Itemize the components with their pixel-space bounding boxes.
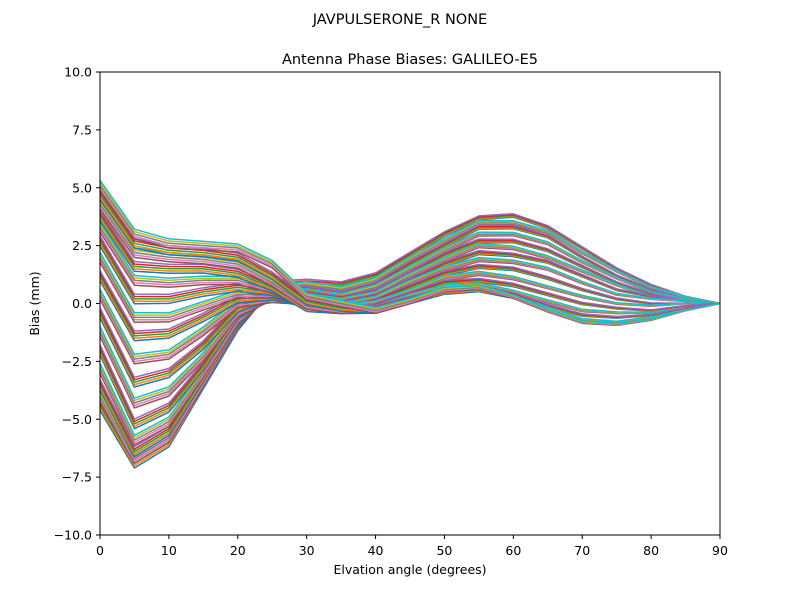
series-line — [99, 249, 721, 379]
y-tick-label: 7.5 — [72, 122, 92, 137]
y-tick-label: 2.5 — [72, 238, 92, 253]
y-tick-label: −5.0 — [62, 412, 92, 427]
y-axis-ticks: −10.0 −7.5 −5.0 −2.5 0.0 2.5 5.0 7.5 10.0 — [54, 65, 100, 543]
series-line — [99, 179, 721, 325]
x-tick-label: 10 — [161, 543, 177, 558]
series-line — [99, 221, 721, 313]
x-tick-label: 30 — [299, 543, 315, 558]
x-tick-label: 40 — [368, 543, 384, 558]
series-line — [99, 235, 721, 311]
x-tick-label: 0 — [96, 543, 104, 558]
x-tick-label: 20 — [230, 543, 246, 558]
x-tick-label: 50 — [436, 543, 452, 558]
y-axis-label: Bias (mm) — [27, 271, 42, 335]
y-tick-label: −10.0 — [54, 528, 92, 543]
chart-title: Antenna Phase Biases: GALILEO-E5 — [282, 52, 538, 68]
x-tick-label: 90 — [712, 543, 728, 558]
y-tick-label: −7.5 — [62, 470, 92, 485]
x-tick-label: 80 — [643, 543, 659, 558]
plot-lines — [99, 179, 721, 469]
series-line — [99, 251, 721, 314]
figure-suptitle: JAVPULSERONE_R NONE — [312, 12, 487, 28]
x-tick-label: 70 — [574, 543, 590, 558]
y-tick-label: 5.0 — [72, 180, 92, 195]
x-axis-label: Elvation angle (degrees) — [333, 562, 486, 577]
y-tick-label: 0.0 — [72, 296, 92, 311]
x-axis-ticks: 0 10 20 30 40 50 60 70 80 90 — [96, 535, 728, 558]
x-tick-label: 60 — [505, 543, 521, 558]
y-tick-label: 10.0 — [64, 65, 92, 80]
series-line — [99, 263, 721, 332]
series-line — [99, 256, 721, 355]
y-tick-label: −2.5 — [62, 354, 92, 369]
series-line — [99, 242, 721, 399]
